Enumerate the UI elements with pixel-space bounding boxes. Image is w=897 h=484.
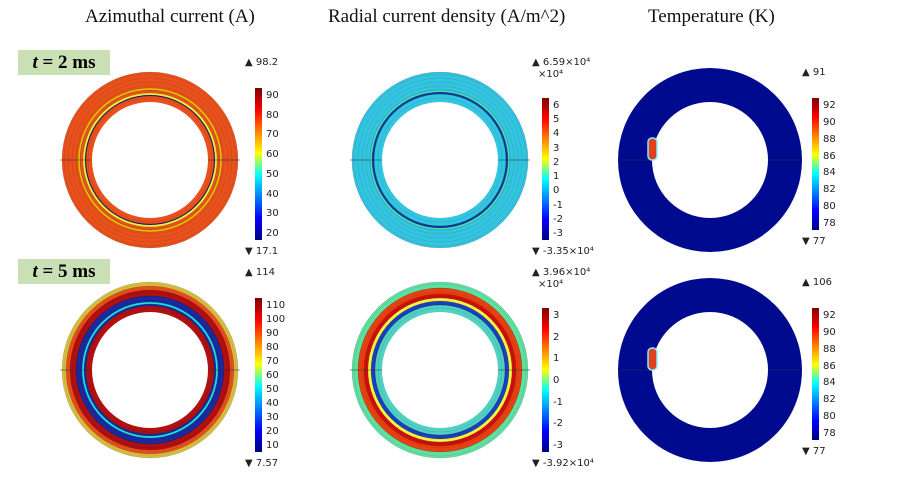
colorbar-tick: 90 [823,116,836,128]
colorbar-tick: 92 [823,100,836,111]
colorbar-max: ▲ 106 [802,277,832,288]
colorbar-tick: -2 [553,418,563,430]
colorbar-tick: 60 [266,149,279,161]
colorbar-max: ▲ 91 [802,67,826,78]
colorbar-tick: 92 [823,310,836,321]
colorbar-max: ▲ 114 [245,267,275,278]
time-var: t [32,52,38,73]
colorbar-tick: 0 [553,185,560,197]
colorbar-tick: 80 [823,411,836,423]
colorbar-tick: 20 [266,426,279,437]
time-label-2ms: t = 2 ms [18,50,110,75]
colorbar-tick: 5 [553,114,560,126]
colorbar-tick: 78 [823,218,836,229]
colorbar-tick: 90 [266,328,279,339]
colorbar-tick: 3 [553,142,560,154]
colorbar-multiplier: ×10⁴ [538,279,564,290]
colorbar-tick: -3 [553,440,563,451]
colorbar-tick: 3 [553,310,560,321]
colorbar-tick: 0 [553,375,560,386]
ring-hole [652,312,768,428]
colorbar-tick: 100 [266,314,286,325]
colorbar-tick: -1 [553,199,563,211]
colorbar-tick: 80 [266,342,279,353]
colorbar-tick: 40 [266,188,279,200]
colorbar-tick: 20 [266,228,279,239]
colorbar-tick: -1 [553,396,563,408]
colorbar-min: ▼ 77 [802,236,826,247]
colorbar-tick: 80 [823,201,836,213]
colorbar-gradient [812,98,819,230]
colorbar-tick: -2 [553,213,563,225]
colorbar-tick: 40 [266,398,279,409]
hot-spot [647,347,658,371]
ring-hole [382,312,498,428]
colorbar-tick: 1 [553,171,560,183]
colorbar-max: ▲ 98.2 [245,57,279,68]
colorbar-gradient [255,298,262,452]
colorbar-max: ▲ 6.59×10⁴ [532,57,591,68]
time-var: t [32,261,38,282]
title-azimuthal-current: Azimuthal current (A) [85,6,255,27]
colorbar-min: ▼ 7.57 [245,458,279,469]
title-temperature: Temperature (K) [648,6,775,27]
ring-hole [92,102,208,218]
colorbar-tick: 70 [266,129,279,141]
colorbar-tick: 70 [266,356,279,367]
colorbar-min: ▼ -3.92×10⁴ [532,458,594,469]
colorbar-tick: 2 [553,156,560,168]
title-radial-current-density: Radial current density (A/m^2) [328,6,566,27]
colorbar-gradient [255,88,262,240]
colorbar-tick: 86 [823,360,836,372]
colorbar-tick: 4 [553,128,560,140]
time-value: = 5 ms [37,261,96,282]
colorbar-tick: 90 [266,90,279,101]
colorbar-tick: 82 [823,184,836,196]
colorbar-tick: 30 [266,412,279,423]
colorbar-tick: 1 [553,353,560,365]
colorbar-tick: -3 [553,228,563,239]
colorbar-min: ▼ 77 [802,446,826,457]
colorbar-max: ▲ 3.96×10⁴ [532,267,591,278]
colorbar-multiplier: ×10⁴ [538,69,564,80]
colorbar-tick: 10 [266,440,279,451]
ring-hole [652,102,768,218]
colorbar-tick: 50 [266,384,279,395]
colorbar-min: ▼ 17.1 [245,246,279,257]
colorbar-tick: 50 [266,168,279,180]
colorbar-tick: 88 [823,343,836,355]
colorbar-tick: 86 [823,150,836,162]
colorbar-min: ▼ -3.35×10⁴ [532,246,594,257]
colorbar-tick: 88 [823,133,836,145]
hot-spot [647,137,658,161]
colorbar-tick: 78 [823,428,836,439]
colorbar-tick: 82 [823,394,836,406]
ring-hole [92,312,208,428]
colorbar-tick: 2 [553,331,560,343]
colorbar-tick: 6 [553,100,560,111]
colorbar-gradient [542,98,549,240]
colorbar-tick: 90 [823,326,836,338]
colorbar-tick: 110 [266,300,286,311]
colorbar-tick: 80 [266,109,279,121]
colorbar-tick: 84 [823,377,836,389]
colorbar-tick: 60 [266,370,279,381]
time-value: = 2 ms [37,52,96,73]
colorbar-tick: 30 [266,208,279,220]
colorbar-gradient [812,308,819,440]
colorbar-gradient [542,308,549,452]
time-label-5ms: t = 5 ms [18,259,110,284]
ring-hole [382,102,498,218]
colorbar-tick: 84 [823,167,836,179]
